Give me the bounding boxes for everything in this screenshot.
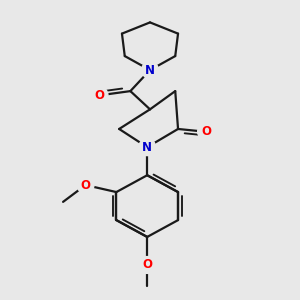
Circle shape bbox=[77, 177, 94, 194]
Circle shape bbox=[198, 123, 214, 140]
Circle shape bbox=[139, 139, 156, 156]
Text: O: O bbox=[80, 178, 91, 192]
Text: O: O bbox=[201, 125, 211, 138]
Circle shape bbox=[142, 62, 158, 79]
Text: O: O bbox=[94, 89, 104, 102]
Text: N: N bbox=[142, 141, 152, 154]
Circle shape bbox=[139, 256, 156, 273]
Text: O: O bbox=[142, 259, 152, 272]
Circle shape bbox=[91, 87, 108, 104]
Text: N: N bbox=[145, 64, 155, 76]
